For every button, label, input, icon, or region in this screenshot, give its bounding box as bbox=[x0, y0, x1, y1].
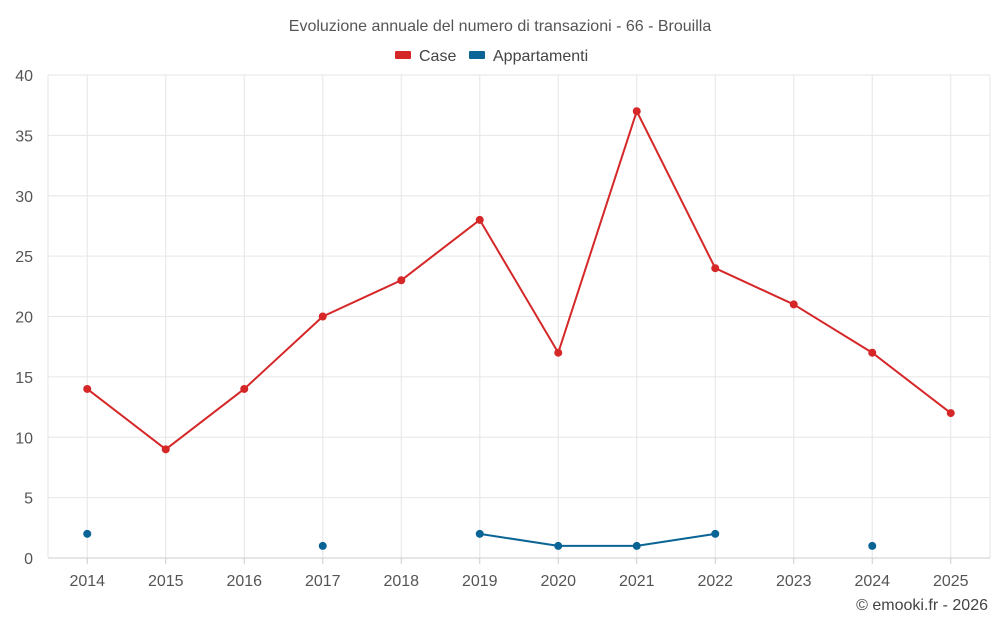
y-tick-label: 30 bbox=[15, 189, 33, 206]
data-point-case-2016[interactable] bbox=[240, 384, 249, 393]
series-case bbox=[83, 107, 955, 454]
series-line-appartamenti bbox=[479, 532, 716, 547]
x-tick-label: 2023 bbox=[776, 573, 812, 590]
x-tick-label: 2015 bbox=[148, 573, 184, 590]
data-point-case-2021[interactable] bbox=[632, 107, 641, 116]
data-point-case-2017[interactable] bbox=[318, 312, 327, 321]
legend-swatch-case bbox=[395, 51, 411, 59]
legend-label-appartamenti[interactable]: Appartamenti bbox=[493, 48, 588, 65]
x-tick-label: 2024 bbox=[854, 573, 890, 590]
x-tick-label: 2019 bbox=[462, 573, 498, 590]
x-tick-label: 2020 bbox=[540, 573, 576, 590]
data-point-case-2020[interactable] bbox=[554, 348, 563, 357]
x-tick-label: 2025 bbox=[933, 573, 969, 590]
data-point-case-2019[interactable] bbox=[475, 215, 484, 224]
x-tick-label: 2014 bbox=[69, 573, 105, 590]
chart-title: Evoluzione annuale del numero di transaz… bbox=[289, 18, 712, 35]
data-point-case-2015[interactable] bbox=[161, 445, 170, 454]
legend[interactable]: Case Appartamenti bbox=[395, 48, 588, 65]
data-point-appartamenti-2017[interactable] bbox=[318, 541, 327, 550]
series-line-case bbox=[86, 110, 952, 451]
data-point-appartamenti-2024[interactable] bbox=[868, 541, 877, 550]
data-point-appartamenti-2022[interactable] bbox=[711, 529, 720, 538]
data-point-appartamenti-2019[interactable] bbox=[475, 529, 484, 538]
x-tick-label: 2021 bbox=[619, 573, 655, 590]
y-tick-label: 20 bbox=[15, 310, 33, 327]
series bbox=[83, 107, 955, 550]
data-point-case-2014[interactable] bbox=[83, 384, 92, 393]
data-point-appartamenti-2020[interactable] bbox=[554, 541, 563, 550]
data-point-case-2018[interactable] bbox=[397, 276, 406, 285]
data-point-appartamenti-2014[interactable] bbox=[83, 529, 92, 538]
y-tick-label: 0 bbox=[24, 551, 33, 568]
y-tick-label: 10 bbox=[15, 430, 33, 447]
x-tick-label: 2017 bbox=[305, 573, 341, 590]
credit: © emooki.fr - 2026 bbox=[856, 597, 988, 614]
y-axis: 0 5 10 15 20 25 30 35 40 bbox=[15, 68, 33, 568]
x-tick-label: 2016 bbox=[226, 573, 262, 590]
y-tick-label: 40 bbox=[15, 68, 33, 85]
y-tick-label: 5 bbox=[24, 491, 33, 508]
series-appartamenti bbox=[83, 529, 877, 550]
y-tick-label: 15 bbox=[15, 370, 33, 387]
data-point-appartamenti-2021[interactable] bbox=[632, 541, 641, 550]
y-tick-label: 25 bbox=[15, 249, 33, 266]
grid bbox=[47, 74, 991, 558]
x-axis: 2014 2015 2016 2017 2018 2019 2020 2021 2022 2023… bbox=[48, 557, 990, 590]
y-tick-label: 35 bbox=[15, 128, 33, 145]
data-point-case-2024[interactable] bbox=[868, 348, 877, 357]
legend-swatch-appartamenti bbox=[469, 51, 485, 59]
legend-label-case[interactable]: Case bbox=[419, 48, 456, 65]
x-tick-label: 2022 bbox=[697, 573, 733, 590]
data-point-case-2023[interactable] bbox=[789, 300, 798, 309]
x-tick-label: 2018 bbox=[383, 573, 419, 590]
data-point-case-2025[interactable] bbox=[946, 409, 955, 418]
data-point-case-2022[interactable] bbox=[711, 264, 720, 273]
